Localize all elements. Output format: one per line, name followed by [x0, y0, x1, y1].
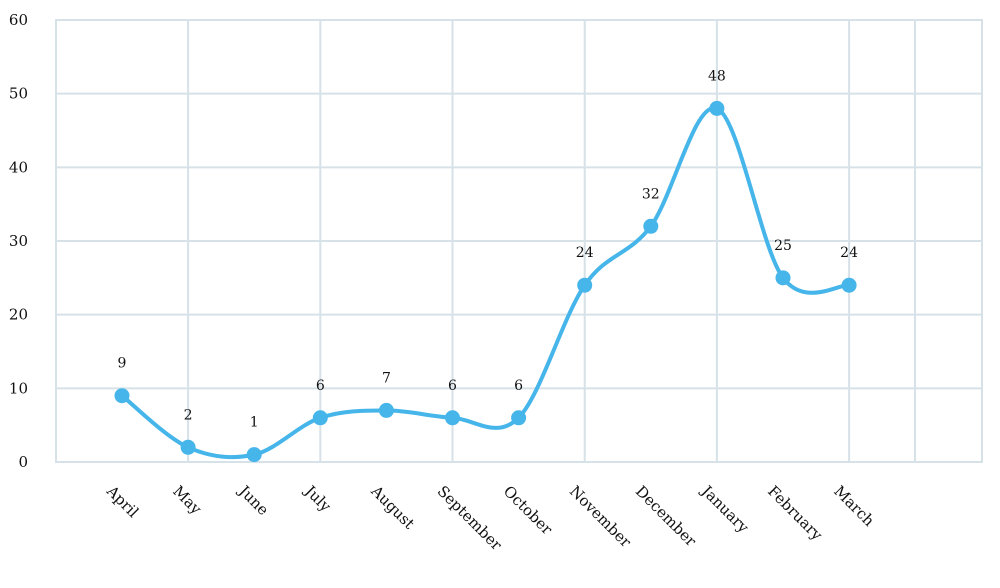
y-tick-label: 50 — [9, 85, 28, 103]
data-label: 48 — [708, 68, 726, 84]
x-tick-label: February — [764, 482, 826, 544]
x-tick-label: October — [500, 482, 557, 539]
data-point-february — [775, 270, 791, 286]
x-tick-label: July — [300, 481, 335, 516]
data-label: 6 — [316, 378, 325, 394]
y-tick-label: 0 — [18, 453, 28, 471]
data-label: 9 — [118, 356, 127, 372]
data-point-december — [643, 218, 659, 234]
y-axis-ticks: 0 10 20 30 40 50 60 — [9, 11, 28, 471]
data-label: 24 — [840, 245, 858, 261]
data-label: 32 — [642, 186, 660, 202]
series — [120, 106, 852, 460]
data-label: 1 — [250, 415, 259, 431]
data-point-january — [709, 100, 725, 116]
data-label: 6 — [448, 378, 457, 394]
data-label: 7 — [382, 370, 391, 386]
data-point-march — [841, 277, 857, 293]
series-line — [120, 106, 852, 460]
y-tick-label: 30 — [9, 232, 28, 250]
x-tick-label: November — [566, 482, 635, 551]
y-tick-label: 10 — [9, 379, 28, 397]
x-tick-label: May — [169, 482, 205, 518]
x-tick-label: September — [434, 482, 506, 554]
y-tick-label: 60 — [9, 11, 28, 29]
data-point-july — [312, 410, 328, 426]
y-tick-label: 20 — [9, 306, 28, 324]
x-tick-label: June — [234, 481, 272, 519]
grid — [55, 19, 983, 463]
x-tick-label: December — [632, 482, 701, 551]
data-label: 2 — [184, 407, 193, 423]
data-point-may — [180, 439, 196, 455]
y-tick-label: 40 — [9, 158, 28, 176]
data-labels: 9 2 1 6 7 6 6 24 32 48 25 24 — [118, 68, 859, 430]
data-label: 25 — [774, 238, 792, 254]
data-point-august — [378, 402, 394, 418]
data-point-april — [114, 388, 130, 404]
data-point-june — [246, 447, 262, 463]
data-point-october — [511, 410, 527, 426]
data-points — [114, 100, 857, 463]
x-tick-label: March — [830, 482, 878, 530]
x-tick-label: April — [102, 481, 142, 521]
x-tick-label: August — [367, 481, 418, 532]
data-point-november — [577, 277, 593, 293]
data-point-september — [445, 410, 460, 426]
x-tick-label: January — [697, 481, 753, 537]
data-label: 6 — [514, 378, 523, 394]
data-label: 24 — [576, 245, 594, 261]
